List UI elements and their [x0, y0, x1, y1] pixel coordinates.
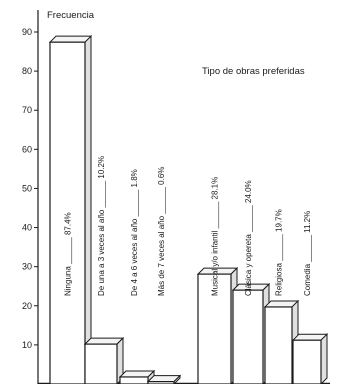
leader-line: ______ — [97, 179, 106, 210]
category-label: Comedia — [303, 263, 312, 296]
bar — [292, 339, 322, 384]
category-label: Ninguna — [64, 266, 73, 296]
value-label: 19.7% — [275, 209, 284, 232]
category-label: Clásica y opereta — [244, 234, 253, 296]
y-tick-label: 90 — [22, 27, 32, 37]
bar — [49, 41, 86, 384]
y-axis-label: Frecuencia — [47, 10, 95, 21]
category-label: Musical y/o infantil — [211, 230, 220, 296]
value-label: 1.8% — [130, 169, 139, 187]
y-tick-label: 80 — [22, 66, 32, 76]
y-tick-label: 70 — [22, 105, 32, 115]
value-label: 10.2% — [97, 156, 106, 179]
bar-labels: Ninguna ______ 87.4% De una a 3 veces al … — [64, 156, 313, 296]
category-label: Religiosa — [275, 263, 284, 296]
leader-line: ______ — [303, 233, 312, 264]
y-tick-label: 30 — [22, 262, 32, 272]
bars — [48, 34, 329, 384]
category-label: Más de 7 veces al año — [157, 215, 166, 296]
value-label: 24.0% — [244, 180, 253, 203]
y-tick-label: 60 — [22, 144, 32, 154]
y-tick-label: 10 — [22, 340, 32, 350]
category-label: De 4 a 6 veces al año — [130, 218, 139, 296]
leader-line: ______ — [211, 200, 220, 231]
bar-label: Ninguna ______ 87.4% — [64, 212, 73, 296]
bar-label: Más de 7 veces al año ______ 0.6% — [157, 167, 166, 296]
value-label: 87.4% — [64, 212, 73, 235]
bar-label: Comedia ______ 11.2% — [303, 211, 312, 296]
category-label: De una a 3 veces al año — [97, 209, 106, 296]
y-tick-label: 20 — [22, 301, 32, 311]
leader-line: ______ — [244, 203, 253, 234]
bar — [264, 306, 293, 384]
y-tick-label: 50 — [22, 183, 32, 193]
leader-line: ______ — [275, 232, 284, 263]
bar — [84, 343, 118, 384]
bar-side-face — [320, 332, 328, 384]
leader-line: ______ — [157, 185, 166, 216]
bar-label: Clásica y opereta ______ 24.0% — [244, 180, 253, 296]
y-ticks: 10 20 30 40 50 60 70 80 90 — [22, 27, 38, 350]
bar-side-face — [84, 34, 92, 384]
bar-top-face — [48, 35, 93, 43]
leader-line: ______ — [64, 235, 73, 266]
value-label: 11.2% — [303, 211, 312, 233]
value-label: 28.1% — [211, 177, 220, 200]
bar-label: Religiosa ______ 19.7% — [275, 209, 284, 296]
leader-line: ______ — [130, 187, 139, 218]
bar-label: De 4 a 6 veces al año ______ 1.8% — [130, 169, 139, 296]
bar — [232, 289, 264, 384]
bar-label: De una a 3 veces al año ______ 10.2% — [97, 156, 106, 296]
value-label: 0.6% — [157, 167, 166, 185]
bar — [119, 376, 149, 384]
chart-annotation: Tipo de obras preferidas — [202, 66, 305, 77]
bar-label: Musical y/o infantil ______ 28.1% — [211, 177, 220, 296]
bar — [197, 273, 232, 384]
y-tick-label: 40 — [22, 223, 32, 233]
